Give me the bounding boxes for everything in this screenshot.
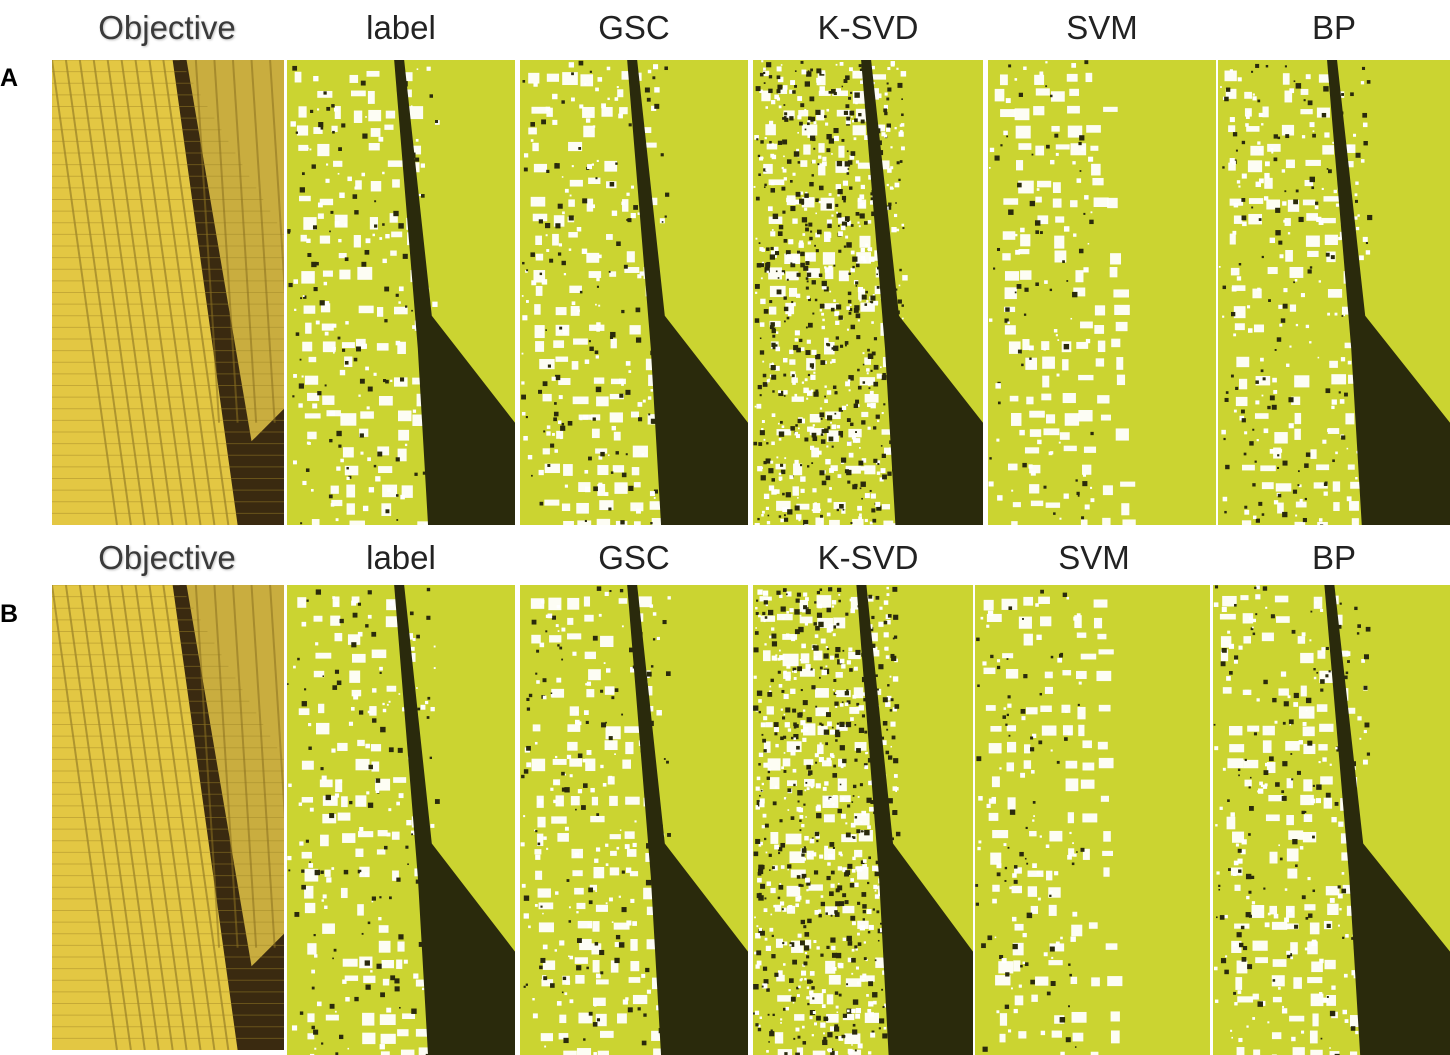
column-title-svm: SVM bbox=[1058, 539, 1130, 576]
objective-corn-image bbox=[52, 585, 284, 1050]
objective-corn-image bbox=[52, 60, 284, 525]
column-title-ksvd: K-SVD bbox=[817, 539, 919, 576]
ksvd-segmentation-image bbox=[753, 585, 973, 1055]
column-title-bp: BP bbox=[1311, 539, 1357, 576]
svm-segmentation-image bbox=[988, 60, 1216, 525]
column-title-bp: BP bbox=[1311, 9, 1357, 46]
row-letter-a: A bbox=[0, 64, 19, 92]
column-title-gsc: GSC bbox=[598, 539, 670, 576]
bp-segmentation-image bbox=[1218, 60, 1450, 525]
svm-segmentation-image bbox=[975, 585, 1210, 1055]
column-title-label: label bbox=[366, 539, 436, 576]
row-letter-b: B bbox=[0, 600, 19, 628]
column-title-objective: Objective bbox=[98, 539, 236, 576]
gsc-segmentation-image bbox=[520, 60, 748, 525]
column-title-label: label bbox=[366, 9, 436, 46]
label-segmentation-image bbox=[287, 60, 515, 525]
label-segmentation-image bbox=[287, 585, 515, 1055]
column-title-svm: SVM bbox=[1066, 9, 1138, 46]
bp-segmentation-image bbox=[1213, 585, 1450, 1055]
gsc-segmentation-image bbox=[520, 585, 748, 1055]
column-title-objective: Objective bbox=[98, 9, 236, 46]
column-title-gsc: GSC bbox=[598, 9, 670, 46]
ksvd-segmentation-image bbox=[753, 60, 983, 525]
column-title-ksvd: K-SVD bbox=[817, 9, 919, 46]
